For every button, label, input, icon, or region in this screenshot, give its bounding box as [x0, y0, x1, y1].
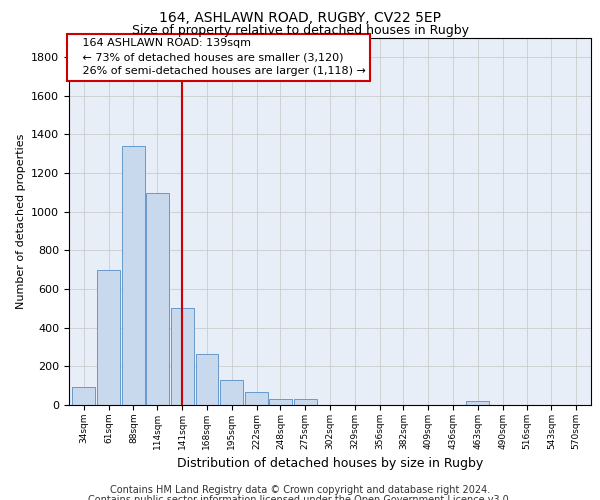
Bar	[245, 392, 268, 405]
Bar	[220, 380, 243, 405]
Text: Contains HM Land Registry data © Crown copyright and database right 2024.: Contains HM Land Registry data © Crown c…	[110, 485, 490, 495]
Bar	[171, 308, 194, 405]
Bar	[196, 354, 218, 405]
Bar	[122, 146, 145, 405]
Bar	[146, 193, 169, 405]
Bar	[269, 399, 292, 405]
Bar	[73, 386, 95, 405]
Bar	[466, 401, 489, 405]
X-axis label: Distribution of detached houses by size in Rugby: Distribution of detached houses by size …	[177, 458, 483, 470]
Bar	[294, 399, 317, 405]
Bar	[97, 270, 120, 405]
Text: Contains public sector information licensed under the Open Government Licence v3: Contains public sector information licen…	[88, 495, 512, 500]
Text: 164 ASHLAWN ROAD: 139sqm
   ← 73% of detached houses are smaller (3,120)
   26% : 164 ASHLAWN ROAD: 139sqm ← 73% of detach…	[71, 38, 365, 76]
Text: 164, ASHLAWN ROAD, RUGBY, CV22 5EP: 164, ASHLAWN ROAD, RUGBY, CV22 5EP	[159, 11, 441, 25]
Y-axis label: Number of detached properties: Number of detached properties	[16, 134, 26, 309]
Text: Size of property relative to detached houses in Rugby: Size of property relative to detached ho…	[131, 24, 469, 37]
